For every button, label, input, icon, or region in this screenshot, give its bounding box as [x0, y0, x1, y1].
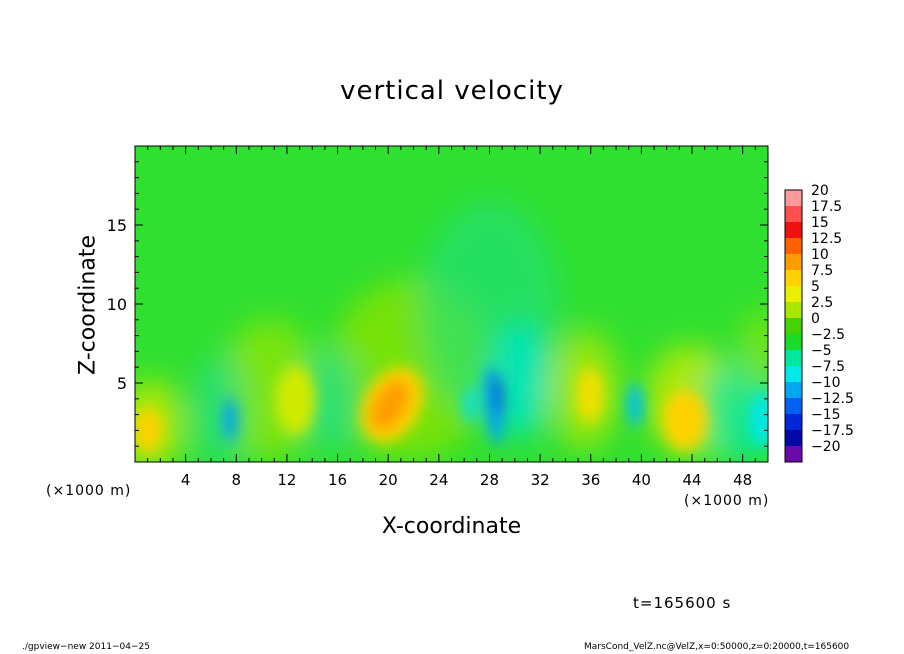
colorbar-swatch	[785, 254, 802, 270]
colorbar-swatch	[785, 398, 802, 414]
colorbar-label: −2.5	[811, 327, 845, 343]
colorbar-label: 10	[811, 247, 829, 263]
x-unit-label-left: (×1000 m)	[46, 483, 132, 499]
colorbar-label: 5	[811, 279, 820, 295]
x-tick-label: 12	[277, 471, 296, 489]
time-label: t=165600 s	[633, 594, 732, 612]
colorbar-swatch	[785, 366, 802, 382]
chart-title: vertical velocity	[340, 76, 564, 106]
y-axis-label: Z-coordinate	[75, 235, 101, 375]
x-tick-label: 16	[328, 471, 347, 489]
colorbar-label: −17.5	[811, 423, 854, 439]
heatmap-cores	[135, 365, 768, 452]
colorbar-label: 2.5	[811, 295, 833, 311]
colorbar-swatch	[785, 286, 802, 302]
colorbar-label: 17.5	[811, 199, 842, 215]
colorbar-swatch	[785, 430, 802, 446]
x-unit-label-right: (×1000 m)	[684, 493, 770, 509]
footer-left: ./gpview−new 2011−04−25	[22, 642, 150, 652]
x-tick-label: 48	[733, 471, 752, 489]
colorbar-swatch	[785, 446, 802, 462]
x-axis-label: X-coordinate	[381, 514, 522, 539]
colorbar-label: 15	[811, 215, 829, 231]
colorbar-swatch	[785, 318, 802, 334]
x-tick-label: 20	[379, 471, 398, 489]
x-tick-label: 32	[531, 471, 550, 489]
colorbar: 2017.51512.5107.552.50−2.5−5−7.5−10−12.5…	[784, 183, 854, 463]
footer-right: MarsCond_VelZ.nc@VelZ,x=0:50000,z=0:2000…	[584, 642, 850, 652]
colorbar-label: −5	[811, 343, 832, 359]
colorbar-swatch	[785, 382, 802, 398]
colorbar-label: −12.5	[811, 391, 854, 407]
y-axis: 5 10 15	[107, 161, 768, 447]
colorbar-label: 0	[811, 311, 820, 327]
y-tick-label: 5	[117, 374, 127, 393]
colorbar-label: −20	[811, 439, 841, 455]
y-tick-label: 15	[107, 216, 127, 235]
y-tick-label: 10	[107, 295, 127, 314]
colorbar-swatch	[785, 238, 802, 254]
x-tick-label: 8	[232, 471, 242, 489]
colorbar-frame	[784, 189, 803, 463]
colorbar-label: 20	[811, 183, 829, 199]
colorbar-swatch	[785, 302, 802, 318]
x-tick-label: 4	[181, 471, 191, 489]
colorbar-swatch	[785, 414, 802, 430]
colorbar-label: −10	[811, 375, 841, 391]
colorbar-label: −15	[811, 407, 841, 423]
x-tick-label: 24	[429, 471, 448, 489]
colorbar-label: 12.5	[811, 231, 842, 247]
colorbar-swatch	[785, 334, 802, 350]
colorbar-label: 7.5	[811, 263, 833, 279]
colorbar-swatch	[785, 190, 802, 206]
x-axis: 4 8 12 16 20 24 28 32 36 40 44 48	[147, 146, 756, 489]
colorbar-swatch	[785, 222, 802, 238]
x-tick-label: 28	[480, 471, 499, 489]
heatmap-field	[135, 146, 768, 462]
x-tick-label: 44	[682, 471, 701, 489]
colorbar-swatch	[785, 206, 802, 222]
colorbar-label: −7.5	[811, 359, 845, 375]
colorbar-swatch	[785, 350, 802, 366]
x-tick-label: 36	[581, 471, 600, 489]
x-tick-label: 40	[632, 471, 651, 489]
colorbar-swatch	[785, 270, 802, 286]
